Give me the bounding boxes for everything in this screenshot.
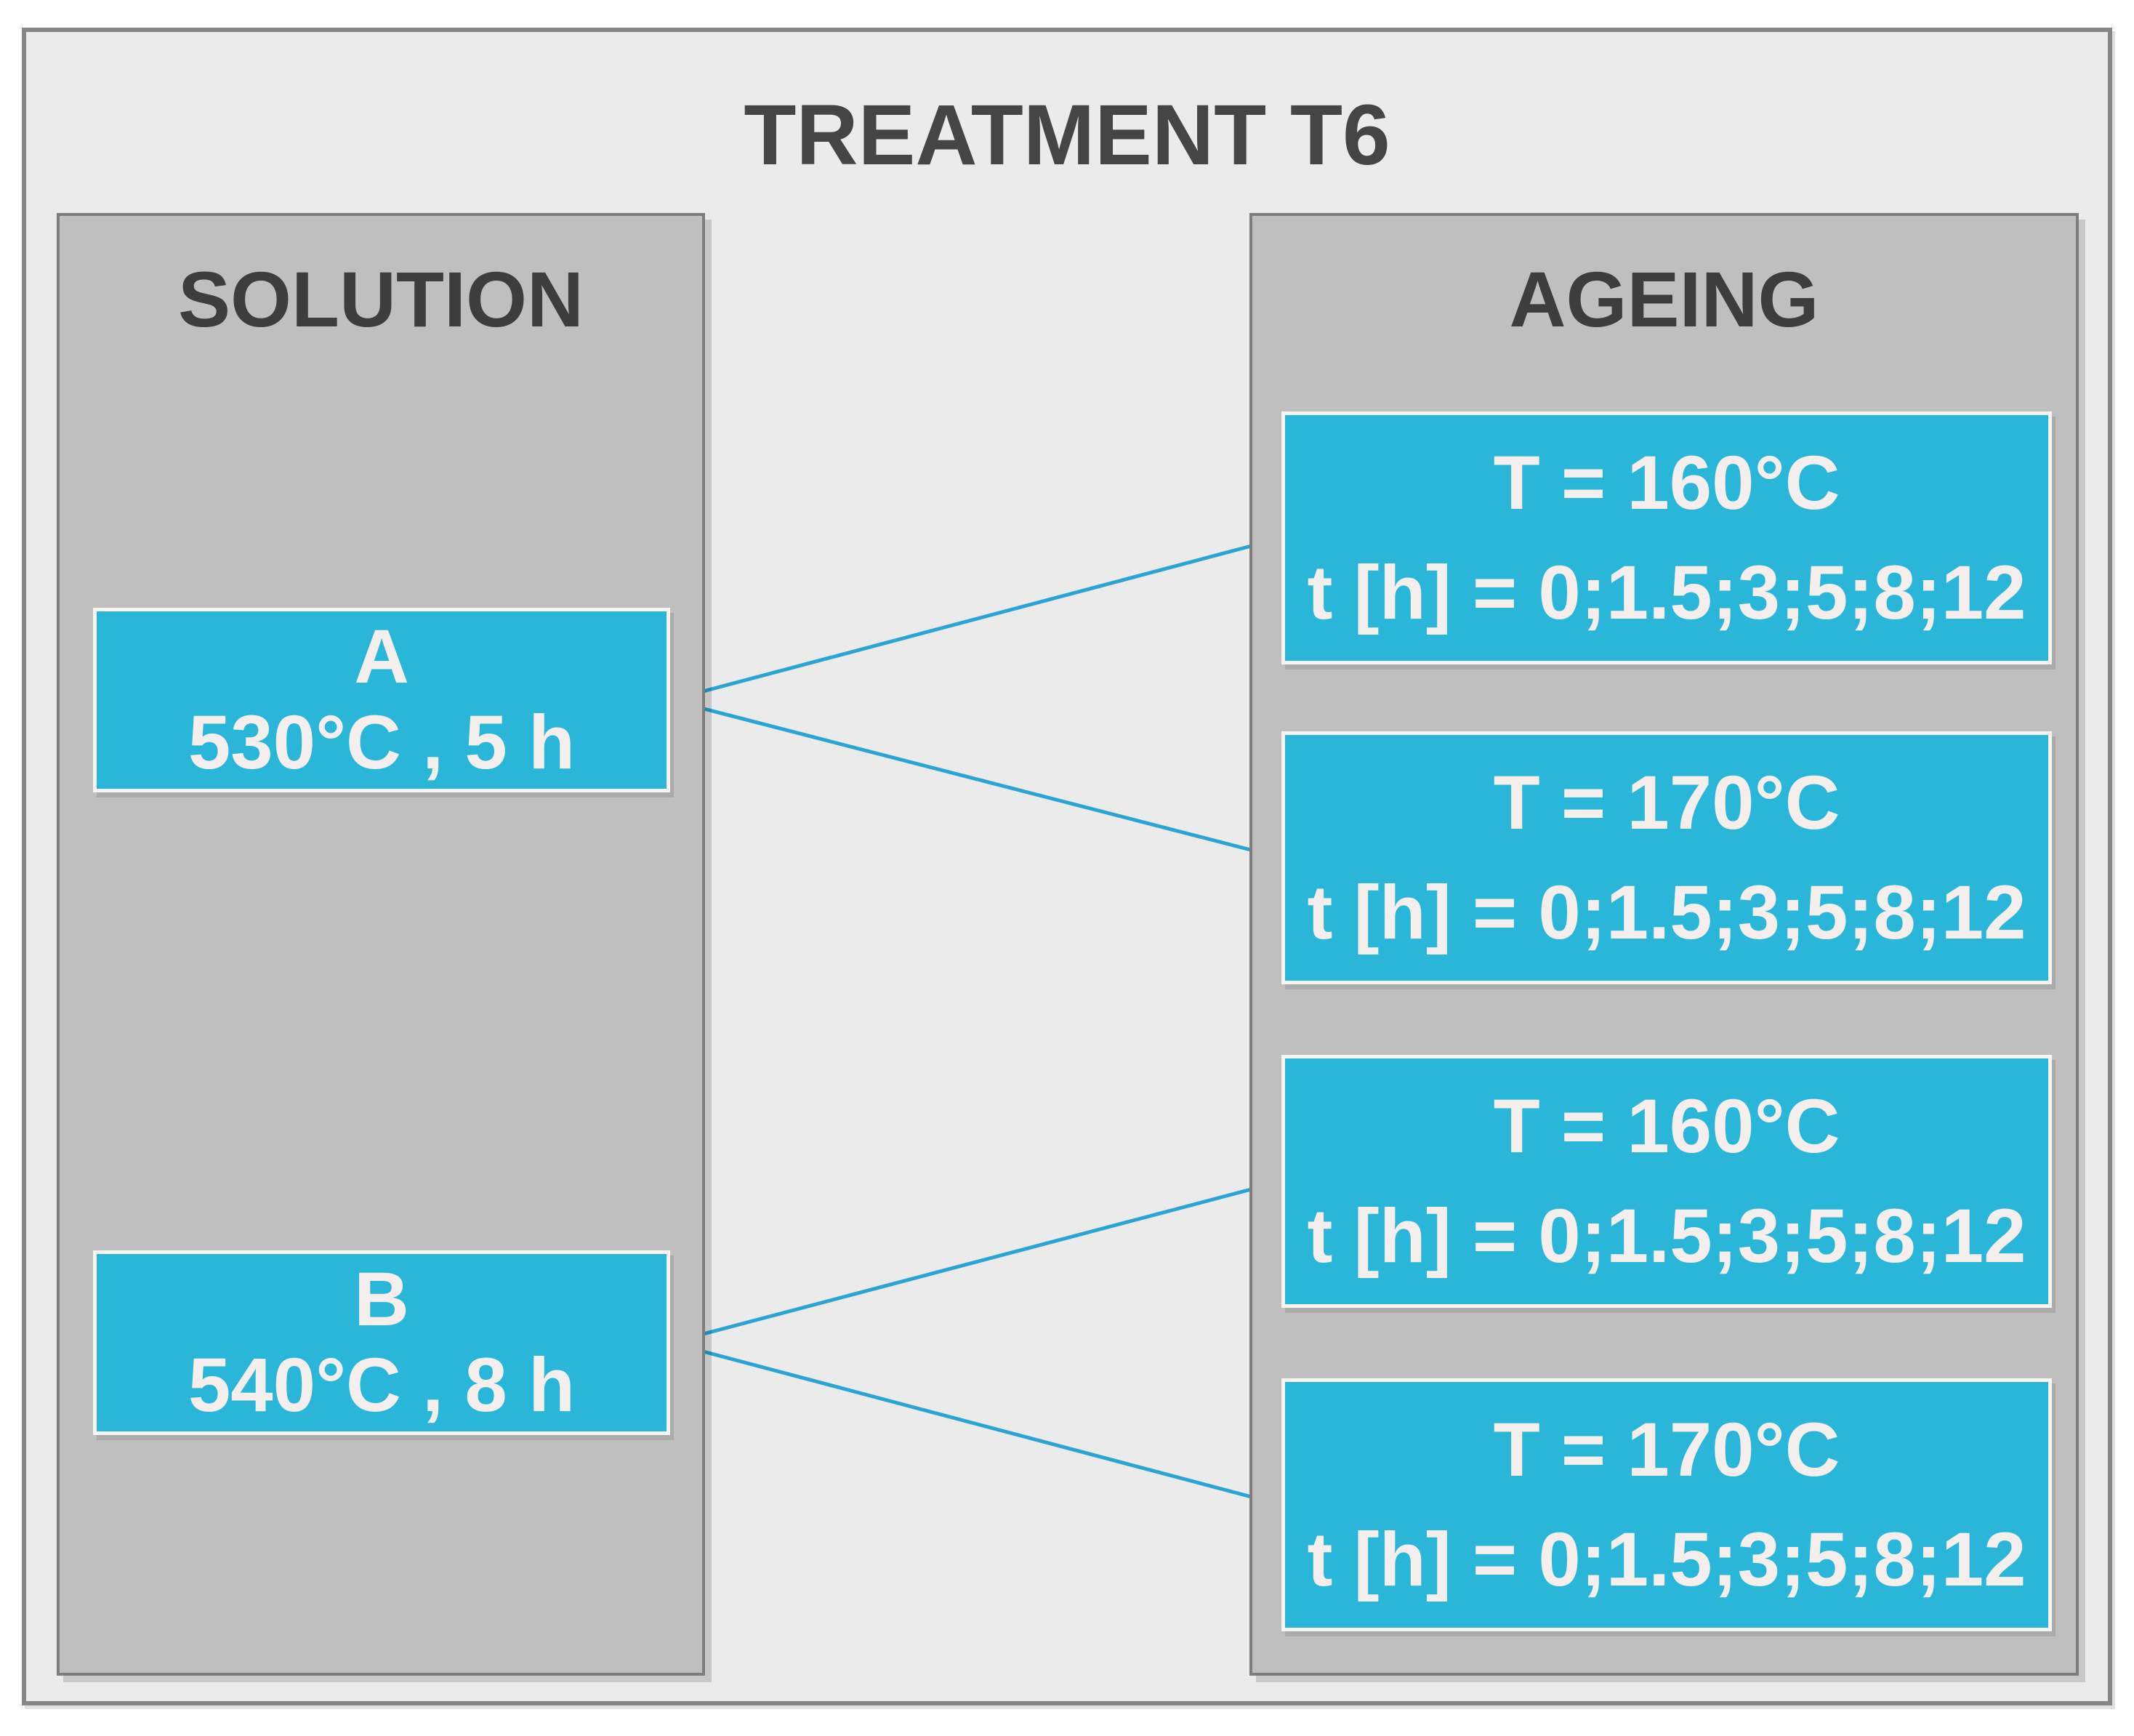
- solution-box-b: B 540°C , 8 h: [93, 1250, 670, 1435]
- solution-panel: SOLUTION: [57, 213, 705, 1676]
- ageing-box-1: T = 160°C t [h] = 0;1.5;3;5;8;12: [1281, 411, 2052, 664]
- ageing-box-3-temperature: T = 160°C: [1493, 1083, 1840, 1169]
- ageing-box-2-temperature: T = 170°C: [1493, 760, 1840, 845]
- solution-box-a: A 530°C , 5 h: [93, 608, 670, 792]
- solution-header: SOLUTION: [178, 255, 584, 343]
- ageing-box-3-times: t [h] = 0;1.5;3;5;8;12: [1307, 1194, 2026, 1279]
- solution-box-b-label: B: [354, 1257, 409, 1343]
- ageing-box-4-temperature: T = 170°C: [1493, 1407, 1840, 1492]
- ageing-box-3: T = 160°C t [h] = 0;1.5;3;5;8;12: [1281, 1055, 2052, 1308]
- solution-box-a-label: A: [354, 614, 409, 700]
- ageing-box-4: T = 170°C t [h] = 0;1.5;3;5;8;12: [1281, 1378, 2052, 1631]
- solution-box-a-detail: 530°C , 5 h: [188, 700, 576, 785]
- ageing-box-2: T = 170°C t [h] = 0;1.5;3;5;8;12: [1281, 731, 2052, 984]
- ageing-header: AGEING: [1509, 255, 1819, 343]
- ageing-box-2-times: t [h] = 0;1.5;3;5;8;12: [1307, 870, 2026, 955]
- ageing-box-4-times: t [h] = 0;1.5;3;5;8;12: [1307, 1517, 2026, 1602]
- diagram-title: TREATMENT T6: [744, 87, 1390, 183]
- ageing-box-1-temperature: T = 160°C: [1493, 440, 1840, 526]
- solution-box-b-detail: 540°C , 8 h: [188, 1343, 576, 1428]
- ageing-box-1-times: t [h] = 0;1.5;3;5;8;12: [1307, 550, 2026, 635]
